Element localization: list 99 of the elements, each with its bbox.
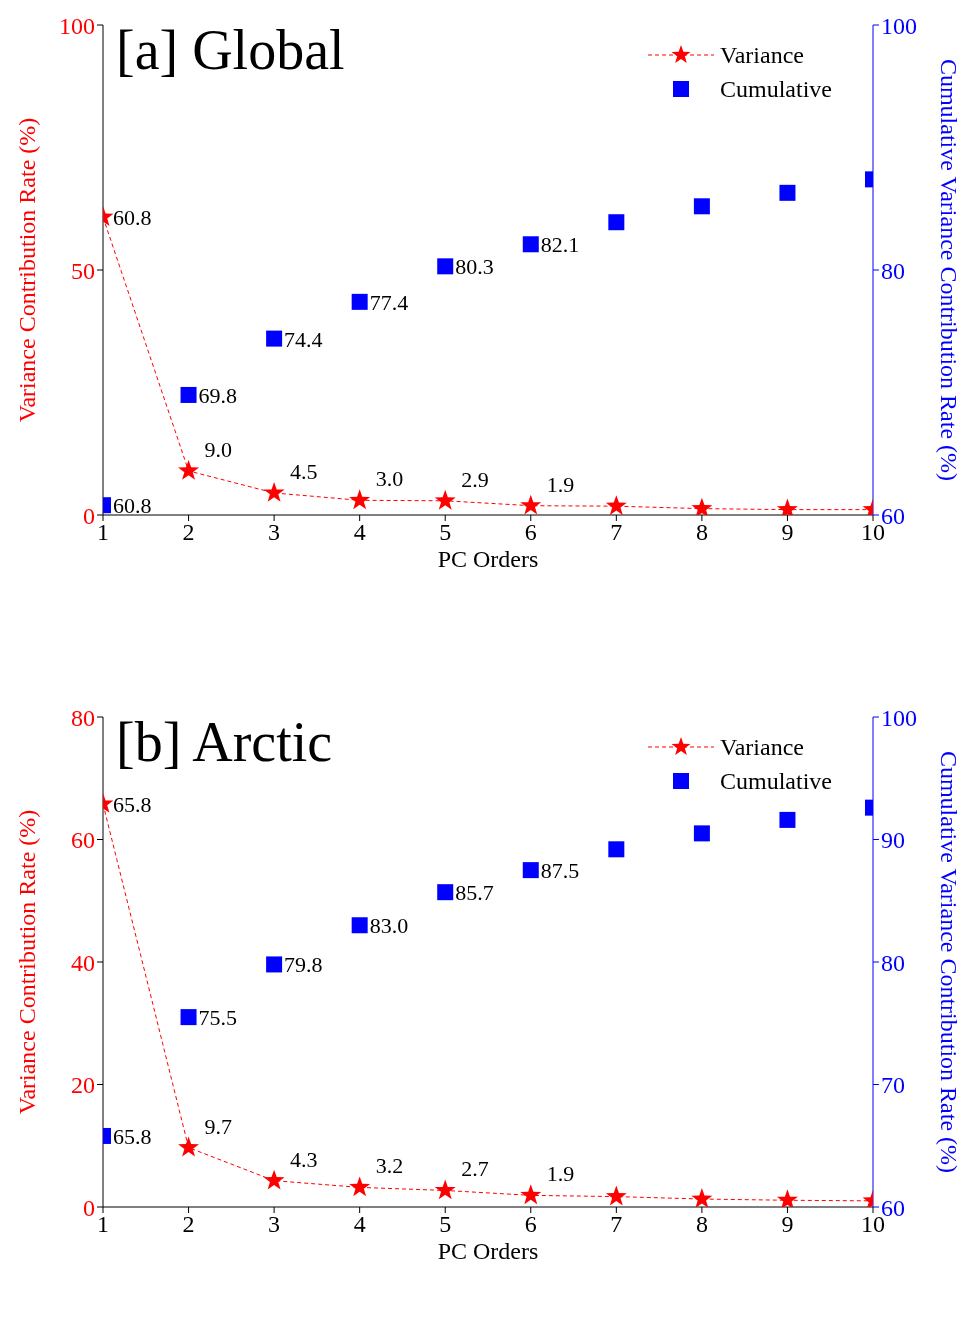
data-label: 3.2 — [375, 1153, 404, 1179]
y-axis-title: Variance Contribution Rate (%) — [13, 117, 40, 423]
point — [608, 841, 625, 858]
x-tick-label: 6 — [524, 519, 537, 546]
point — [693, 198, 710, 215]
point — [266, 330, 283, 347]
point — [779, 811, 796, 828]
x-tick-label: 1 — [97, 519, 109, 546]
point — [605, 1185, 627, 1206]
data-label: 65.8 — [113, 791, 152, 817]
x-tick-label: 3 — [268, 1211, 281, 1238]
data-label: 87.5 — [540, 858, 580, 884]
x-tick-label: 2 — [182, 519, 195, 546]
y2-tick-label: 90 — [881, 827, 905, 854]
point — [178, 459, 200, 480]
point — [693, 825, 710, 842]
point — [691, 497, 713, 515]
y-tick-label: 80 — [71, 704, 95, 731]
point — [351, 293, 368, 310]
legend-label: Variance — [720, 733, 804, 761]
point — [263, 481, 285, 502]
data-label: 79.8 — [284, 952, 323, 978]
point — [776, 1189, 798, 1207]
y2-axis-title: Cumulative Variance Contribution Rate (%) — [936, 58, 963, 482]
y2-tick-label: 80 — [881, 257, 905, 284]
y2-tick-label: 70 — [881, 1072, 905, 1099]
data-label: 83.0 — [369, 913, 409, 939]
x-tick-label: 8 — [695, 1211, 708, 1238]
x-tick-label: 7 — [610, 519, 623, 546]
y2-tick-label: 100 — [881, 12, 917, 39]
chart-title: [a] Global — [116, 19, 345, 81]
x-tick-label: 2 — [182, 1211, 195, 1238]
data-label: 4.5 — [290, 458, 318, 484]
data-label: 60.8 — [113, 205, 152, 231]
x-tick-label: 1 — [97, 1211, 109, 1238]
x-tick-label: 4 — [353, 519, 366, 546]
point — [605, 495, 627, 515]
x-axis-title: PC Orders — [437, 1238, 539, 1264]
point — [349, 1176, 371, 1197]
x-tick-label: 5 — [439, 519, 452, 546]
legend-label: Cumulative — [720, 767, 832, 795]
point — [434, 489, 456, 510]
point — [178, 1136, 200, 1157]
y-tick-label: 0 — [83, 1194, 95, 1221]
point — [779, 184, 796, 201]
legend-label: Variance — [720, 41, 804, 69]
x-tick-label: 4 — [353, 1211, 366, 1238]
legend-label: Cumulative — [720, 75, 832, 103]
x-tick-label: 9 — [781, 519, 794, 546]
point — [520, 494, 542, 515]
y-axis-title: Variance Contribution Rate (%) — [13, 809, 40, 1115]
data-label: 77.4 — [369, 289, 409, 315]
data-label: 82.1 — [540, 232, 580, 258]
y-tick-label: 0 — [83, 502, 95, 529]
y2-axis-title: Cumulative Variance Contribution Rate (%) — [936, 750, 963, 1174]
y-tick-label: 60 — [71, 827, 95, 854]
data-label: 2.7 — [461, 1156, 489, 1182]
point — [522, 862, 539, 879]
data-label: 65.8 — [113, 1123, 152, 1149]
point — [180, 1009, 197, 1026]
data-label: 9.0 — [204, 436, 233, 462]
data-label: 75.5 — [198, 1005, 238, 1031]
point — [520, 1184, 542, 1205]
point — [608, 214, 625, 231]
data-label: 2.9 — [461, 466, 489, 492]
data-label: 9.7 — [204, 1113, 233, 1139]
point — [434, 1179, 456, 1200]
x-axis-title: PC Orders — [437, 546, 539, 572]
y-tick-label: 20 — [71, 1072, 95, 1099]
point — [263, 1169, 285, 1190]
x-tick-label: 7 — [610, 1211, 623, 1238]
y2-tick-label: 100 — [881, 704, 917, 731]
point — [349, 489, 371, 510]
data-label: 4.3 — [290, 1146, 318, 1172]
point — [437, 884, 454, 901]
x-tick-label: 9 — [781, 1211, 794, 1238]
x-tick-label: 3 — [268, 519, 281, 546]
x-tick-label: 5 — [439, 1211, 452, 1238]
chart-title: [b] Arctic — [116, 711, 333, 773]
data-label: 60.8 — [113, 493, 152, 519]
point — [266, 956, 283, 973]
data-label: 69.8 — [198, 382, 238, 408]
y2-tick-label: 80 — [881, 949, 905, 976]
point — [351, 917, 368, 934]
y-tick-label: 50 — [71, 257, 95, 284]
data-label: 85.7 — [455, 880, 494, 906]
data-label: 3.0 — [375, 466, 404, 492]
point — [437, 258, 454, 275]
data-label: 74.4 — [284, 326, 323, 352]
y-tick-label: 40 — [71, 949, 95, 976]
point — [522, 236, 539, 253]
data-label: 1.9 — [546, 1161, 575, 1187]
data-label: 80.3 — [455, 254, 494, 280]
point — [691, 1188, 713, 1207]
point — [180, 386, 197, 403]
x-tick-label: 8 — [695, 519, 708, 546]
y-tick-label: 100 — [59, 12, 95, 39]
data-label: 1.9 — [546, 471, 575, 497]
x-tick-label: 6 — [524, 1211, 537, 1238]
